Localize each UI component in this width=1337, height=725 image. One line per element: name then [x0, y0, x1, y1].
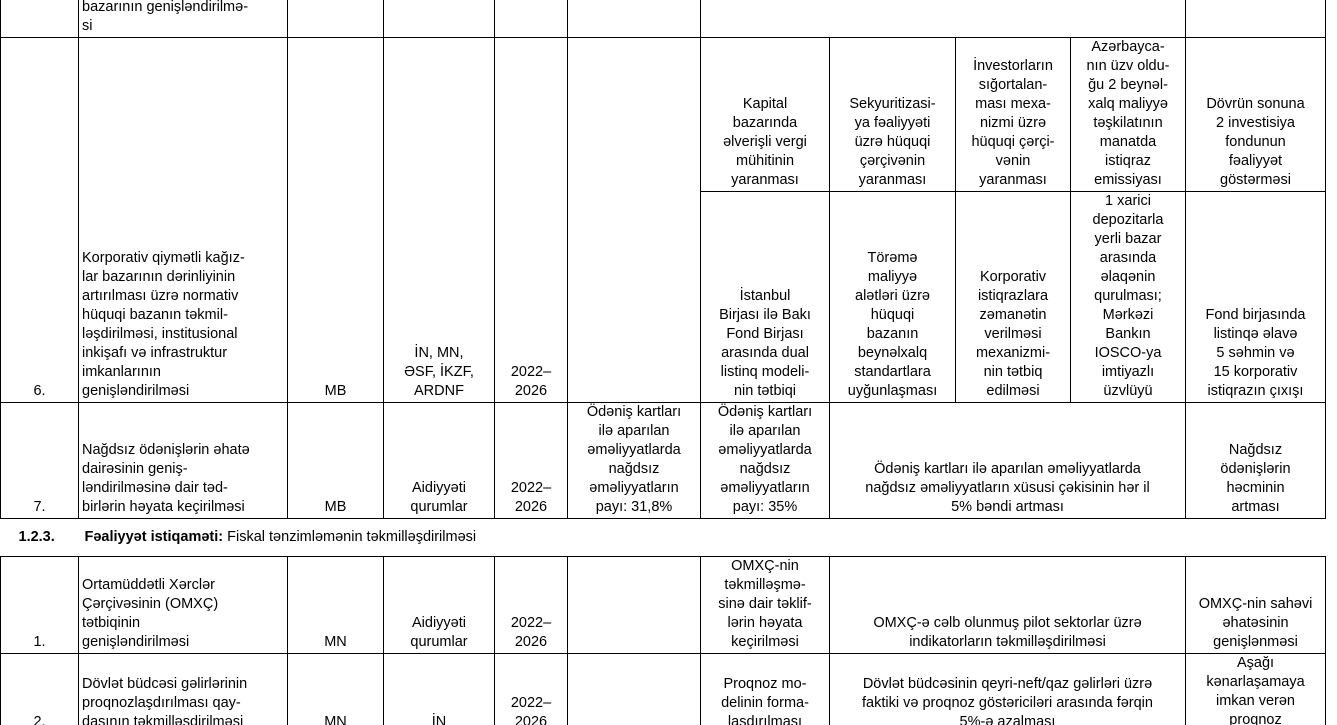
target: Ödəniş kartları ilə aparılan əməliyyatla…	[700, 402, 830, 519]
target: İnvestorların sığortalan- ması mexa- niz…	[955, 37, 1071, 192]
period: 2022– 2026	[494, 37, 568, 403]
measure: Ortamüddətli Xərclər Çərçivəsinin (OMXÇ)…	[78, 556, 288, 654]
target: İstanbul Birjası ilə Bakı Fond Birjası a…	[700, 191, 830, 403]
responsible: MB	[287, 402, 384, 519]
target: Aşağı kənarlaşamaya imkan verən proqnoz	[1185, 653, 1326, 725]
number: 1.	[0, 556, 79, 654]
period: 2022– 2026	[494, 402, 568, 519]
target: Korporativ istiqrazlara zəmanətin verilm…	[955, 191, 1071, 403]
target: Fond birjasında listinqə əlavə 5 səhmin …	[1185, 191, 1326, 403]
number: 2.	[0, 653, 79, 725]
responsible: MB	[287, 37, 384, 403]
period: 2022– 2026	[494, 556, 568, 654]
target: Azərbayca- nın üzv oldu- ğu 2 beynəl- xa…	[1070, 37, 1186, 192]
partners: Aidiyyəti qurumlar	[383, 402, 495, 519]
section-number: 1.2.3.	[18, 528, 55, 545]
target: OMXÇ-nin təkmilləşmə- sinə dair təklif- …	[700, 556, 830, 654]
section-text: Fiskal tənzimləmənin təkmilləşdirilməsi	[227, 528, 477, 545]
section-row: 1.2.3. Fəaliyyət istiqaməti: Fiskal tənzi…	[0, 518, 1326, 557]
row: 7. Nağdsız ödənişlərin əhatə dairəsinin …	[0, 402, 1326, 519]
period: 2022– 2026	[494, 653, 568, 725]
target: Nağdsız ödənişlərin həcminin artması	[1185, 402, 1326, 519]
responsible: MN	[287, 653, 384, 725]
row: bazarının genişləndirilmə- si	[0, 0, 1326, 38]
row: İstanbul Birjası ilə Bakı Fond Birjası a…	[1, 191, 1326, 403]
target: Ödəniş kartları ilə aparılan əməliyyatla…	[829, 402, 1186, 519]
target: Dövrün sonuna 2 investisiya fondunun fəa…	[1185, 37, 1326, 192]
measure: bazarının genişləndirilmə- si	[78, 0, 288, 38]
partners: Aidiyyəti qurumlar	[383, 556, 495, 654]
responsible: MN	[287, 556, 384, 654]
partners: İN, MN, ƏSF, İKZF, ARDNF	[383, 37, 495, 403]
measure: Korporativ qiymətli kağız- lar bazarının…	[78, 37, 288, 403]
target: Kapital bazarında əlverişli vergi mühiti…	[700, 37, 830, 192]
target: Sekyuritizasi- ya fəaliyyəti üzrə hüquqi…	[829, 37, 956, 192]
section-label: Fəaliyyət istiqaməti:	[84, 528, 224, 545]
target: OMXÇ-nin sahəvi əhatəsinin genişlənməsi	[1185, 556, 1326, 654]
target: Törəmə maliyyə alətləri üzrə hüquqi baza…	[829, 191, 956, 403]
partners: İN	[383, 653, 495, 725]
target: Proqnoz mo- delinin forma- laşdırılması	[700, 653, 830, 725]
number: 6.	[0, 37, 79, 403]
target: Dövlət büdcəsinin qeyri-neft/qaz gəlirlə…	[829, 653, 1186, 725]
baseline: Ödəniş kartları ilə aparılan əməliyyatla…	[567, 402, 701, 519]
row: 2. Dövlət büdcəsi gəlirlərinin proqnozla…	[0, 653, 1326, 725]
row: 6. Korporativ qiymətli kağız- lar bazarı…	[0, 37, 1326, 403]
target: 1 xarici depozitarla yerli bazar arasınd…	[1070, 191, 1186, 403]
number: 7.	[0, 402, 79, 519]
measure: Dövlət büdcəsi gəlirlərinin proqnozlaşdı…	[78, 653, 288, 725]
target: OMXÇ-ə cəlb olunmuş pilot sektorlar üzrə…	[829, 556, 1186, 654]
row: 1. Ortamüddətli Xərclər Çərçivəsinin (OM…	[0, 556, 1326, 654]
measure: Nağdsız ödənişlərin əhatə dairəsinin gen…	[78, 402, 288, 519]
